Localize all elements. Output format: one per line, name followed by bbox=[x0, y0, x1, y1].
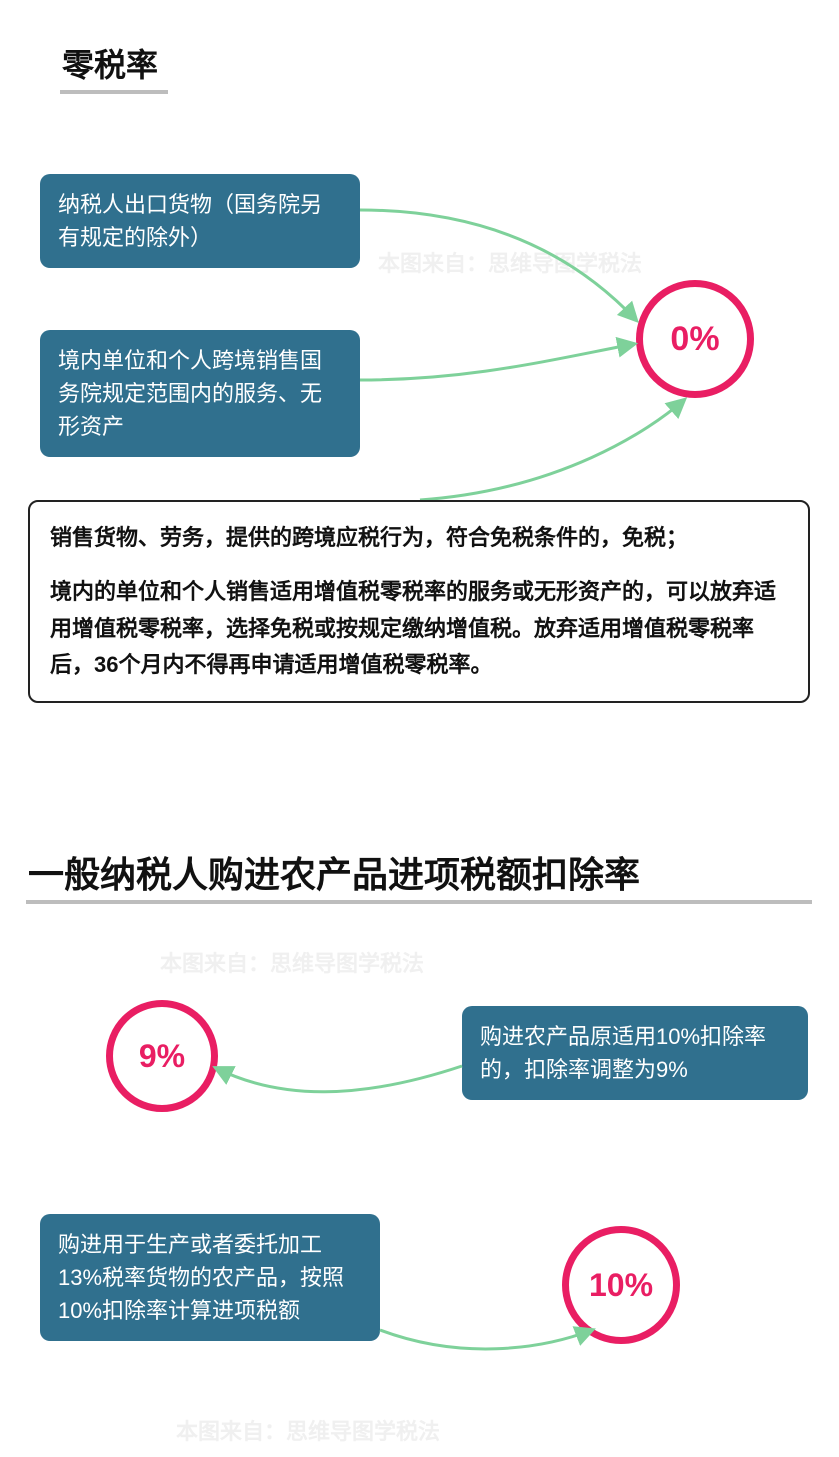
watermark-3: 本图来自：思维导图学税法 bbox=[176, 1414, 440, 1446]
section2-box2: 购进用于生产或者委托加工13%税率货物的农产品，按照10%扣除率计算进项税额 bbox=[40, 1214, 380, 1341]
section1-title: 零税率 bbox=[62, 40, 158, 86]
watermark-2: 本图来自：思维导图学税法 bbox=[160, 946, 424, 978]
section2-underline bbox=[26, 900, 812, 904]
section1-underline bbox=[60, 90, 168, 94]
section2-circle-9pct: 9% bbox=[106, 1000, 218, 1112]
watermark-1: 本图来自：思维导图学税法 bbox=[378, 246, 642, 278]
section1-circle-0pct: 0% bbox=[636, 280, 754, 398]
section1-box2: 境内单位和个人跨境销售国务院规定范围内的服务、无形资产 bbox=[40, 330, 360, 457]
section1-box1: 纳税人出口货物（国务院另有规定的除外） bbox=[40, 174, 360, 268]
section2-title: 一般纳税人购进农产品进项税额扣除率 bbox=[28, 846, 640, 898]
section1-box3: 销售货物、劳务，提供的跨境应税行为，符合免税条件的，免税； 境内的单位和个人销售… bbox=[28, 500, 810, 703]
section1-box3-line1: 销售货物、劳务，提供的跨境应税行为，符合免税条件的，免税； bbox=[50, 520, 788, 556]
section2-circle-10pct: 10% bbox=[562, 1226, 680, 1344]
section1-box3-line2: 境内的单位和个人销售适用增值税零税率的服务或无形资产的，可以放弃适用增值税零税率… bbox=[50, 574, 788, 683]
section2-box1: 购进农产品原适用10%扣除率的，扣除率调整为9% bbox=[462, 1006, 808, 1100]
